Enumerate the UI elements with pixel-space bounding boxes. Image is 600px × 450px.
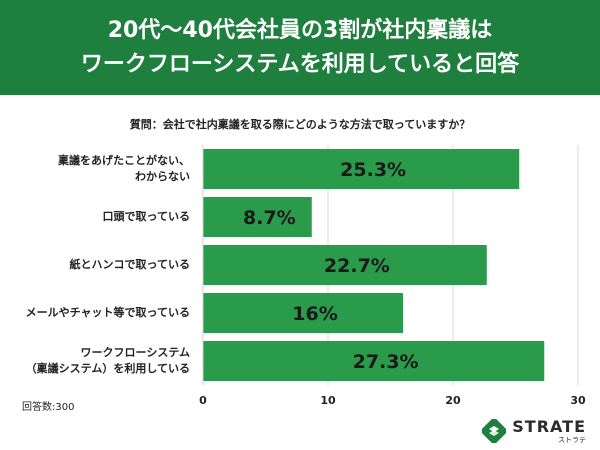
bar-value-label: 22.7%	[324, 255, 390, 277]
bar-value-label: 25.3%	[340, 159, 406, 181]
logo-brand-text: STRATE	[512, 417, 586, 436]
bar	[203, 341, 545, 381]
category-label-line: （稟議システム）を利用している	[25, 362, 190, 375]
category-label-line: わからない	[135, 170, 190, 183]
bar	[203, 245, 487, 285]
survey-question: 質問：会社で社内稟議を取る際にどのような方法で取っていますか？	[129, 118, 471, 131]
bar	[203, 149, 520, 189]
category-label: ワークフローシステム （稟議システム）を利用している	[5, 345, 190, 377]
logo-kana-text: ストラテ	[558, 436, 586, 444]
category-label: メールやチャット等で取っている	[5, 305, 190, 321]
category-label-line: ワークフローシステム	[80, 346, 190, 359]
strate-logo: STRATE ストラテ	[482, 418, 586, 444]
category-label: 紙とハンコで取っている	[5, 257, 190, 273]
bar	[203, 293, 403, 333]
respondent-count: 回答数:300	[22, 402, 75, 413]
title-line-2: ワークフローシステムを利用していると回答	[80, 51, 520, 77]
bar-value-label: 8.7%	[243, 207, 296, 229]
category-label: 稟議をあげたことがない、わからない	[5, 153, 190, 185]
x-tick-label: 30	[570, 394, 586, 407]
title-line-1: 20代〜40代会社員の3割が社内稟議は	[107, 17, 493, 43]
x-tick-label: 10	[320, 394, 336, 407]
category-label-line: メールやチャット等で取っている	[25, 306, 190, 319]
category-label-line: 紙とハンコで取っている	[69, 258, 190, 271]
bar	[203, 197, 312, 237]
x-tick-label: 20	[445, 394, 461, 407]
logo-mark-icon	[482, 419, 507, 443]
x-tick-label: 0	[199, 394, 207, 407]
category-label-line: 口頭で取っている	[102, 210, 190, 223]
bar-value-label: 16%	[292, 303, 337, 325]
title-banner: 20代〜40代会社員の3割が社内稟議は ワークフローシステムを利用していると回答	[0, 0, 600, 95]
bar-value-label: 27.3%	[353, 351, 419, 373]
category-label: 口頭で取っている	[5, 209, 190, 225]
category-label-line: 稟議をあげたことがない、	[58, 154, 190, 167]
